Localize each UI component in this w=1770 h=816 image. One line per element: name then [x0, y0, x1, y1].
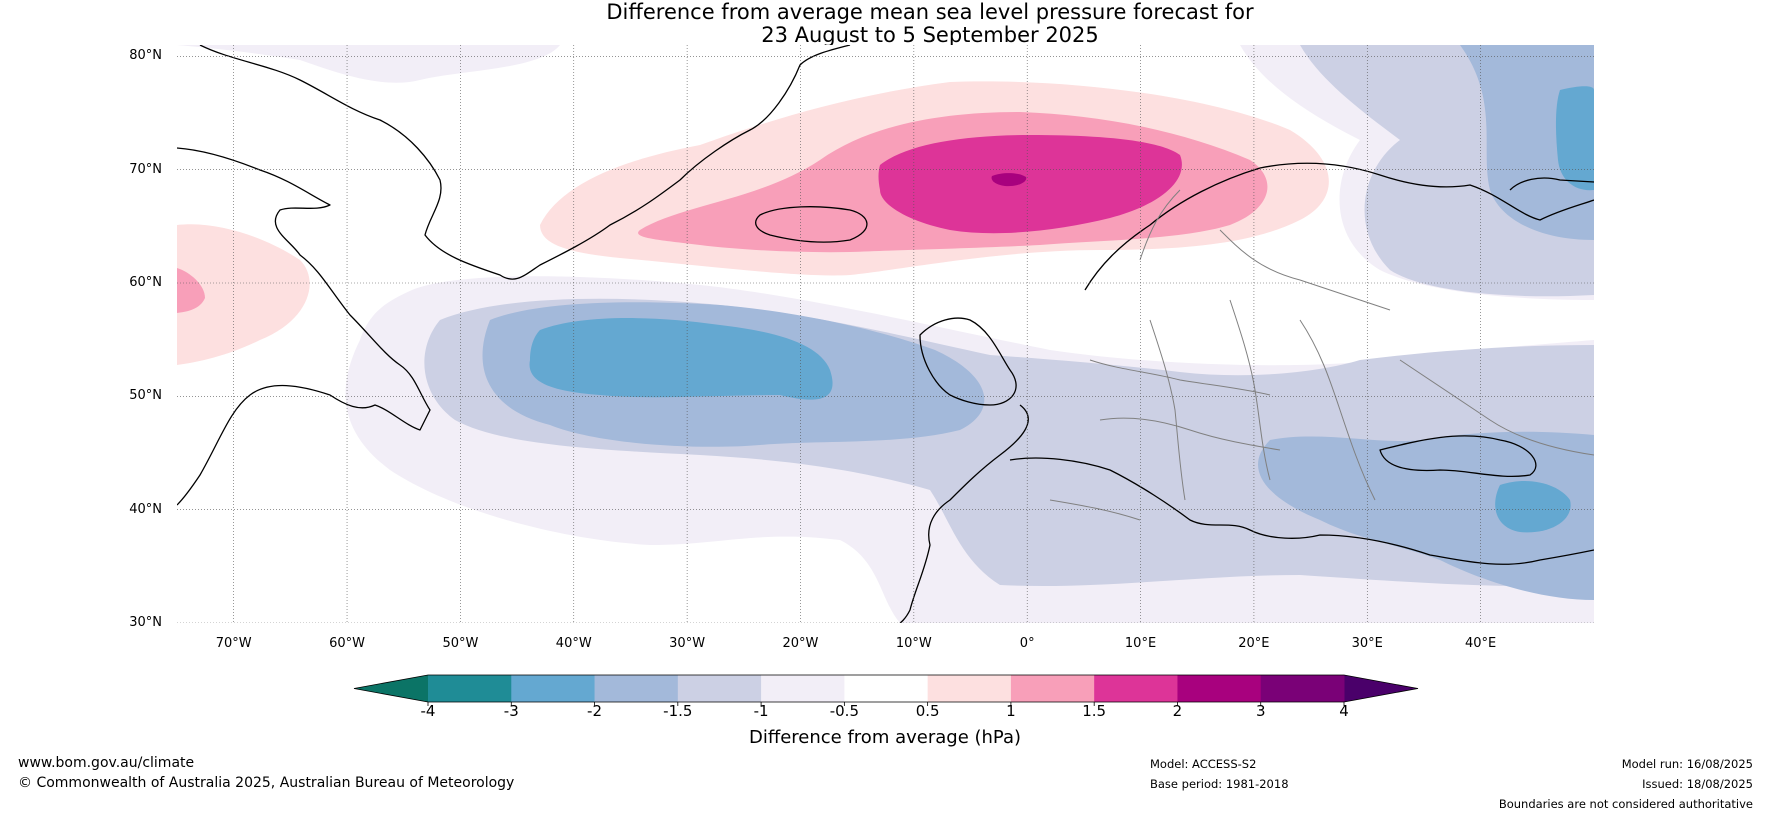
longitude-tick-label: 40°W — [555, 636, 592, 651]
colorbar-tick-label: -3 — [503, 702, 519, 720]
colorbar-segment — [594, 675, 679, 702]
colorbar-tick-label: 1.5 — [1082, 702, 1107, 720]
model-run-date: Model run: 16/08/2025 — [1621, 757, 1753, 771]
longitude-tick-label: 70°W — [215, 636, 252, 651]
colorbar-tick-label: -2 — [587, 702, 603, 720]
longitude-tick-label: 10°E — [1124, 636, 1157, 651]
map-title-line1: Difference from average mean sea level p… — [606, 0, 1254, 24]
longitude-tick-label: 10°W — [895, 636, 932, 651]
coastlines — [177, 45, 1594, 623]
colorbar-tick-label: 2 — [1172, 702, 1183, 720]
website-link[interactable]: www.bom.gov.au/climate — [18, 755, 195, 771]
latitude-tick-label: 40°N — [129, 501, 162, 517]
colorbar-under-extension — [354, 675, 428, 702]
latitude-tick-label: 30°N — [129, 615, 162, 630]
latitude-tick-label: 50°N — [129, 388, 162, 404]
colorbar-segment — [1260, 675, 1345, 702]
colorbar-tick-label: -1.5 — [663, 702, 693, 720]
boundaries-disclaimer: Boundaries are not considered authoritat… — [1498, 797, 1753, 811]
colorbar-tick-label: 4 — [1339, 702, 1349, 720]
longitude-tick-label: 30°E — [1351, 636, 1383, 651]
colorbar-segment — [1094, 675, 1178, 702]
colorbar-tick-label: 3 — [1255, 702, 1266, 720]
anomaly-fill-plus-1-5 — [878, 135, 1182, 234]
country-borders — [1049, 189, 1594, 521]
issued-date: Issued: 18/08/2025 — [1642, 777, 1753, 791]
map-gridlines — [177, 45, 1594, 623]
colorbar-segment — [761, 675, 845, 702]
longitude-tick-label: 20°W — [782, 636, 819, 651]
longitude-tick-label: 50°W — [442, 636, 479, 651]
model-name: Model: ACCESS-S2 — [1150, 757, 1257, 771]
colorbar-segment — [428, 675, 512, 702]
anomaly-fill-minus-2 — [529, 86, 1594, 533]
colorbar-tick-label: -1 — [753, 702, 769, 720]
colorbar-segment — [511, 675, 596, 702]
colorbar-segment — [1177, 675, 1262, 702]
latitude-tick-label: 80°N — [129, 48, 162, 64]
colorbar-tick-label: -0.5 — [829, 702, 859, 720]
colorbar-segment — [844, 675, 929, 702]
colorbar-segment — [927, 675, 1012, 702]
longitude-tick-label: 0° — [1019, 636, 1035, 651]
colorbar-segment — [677, 675, 762, 702]
base-period: Base period: 1981-2018 — [1150, 777, 1289, 791]
copyright-notice: © Commonwealth of Australia 2025, Austra… — [18, 775, 515, 791]
latitude-tick-label: 60°N — [129, 275, 162, 290]
colorbar-tick-label: 1 — [1006, 702, 1016, 720]
map-title-line2: 23 August to 5 September 2025 — [761, 23, 1099, 47]
longitude-tick-label: 20°E — [1238, 636, 1270, 651]
colorbar-tick-label: 0.5 — [915, 702, 940, 720]
longitude-tick-label: 40°E — [1464, 636, 1497, 651]
colorbar-label: Difference from average (hPa) — [748, 727, 1022, 748]
longitude-tick-label: 30°W — [669, 636, 706, 651]
longitude-tick-label: 60°W — [329, 636, 365, 651]
latitude-tick-label: 70°N — [129, 161, 162, 177]
map-plot-area — [177, 45, 1594, 623]
colorbar-tick-label: -4 — [420, 702, 436, 720]
anomaly-fill-plus-2 — [991, 173, 1027, 187]
colorbar-outline — [353, 674, 1419, 703]
colorbar-segment — [1010, 675, 1095, 702]
colorbar-over-extension — [1344, 675, 1418, 702]
